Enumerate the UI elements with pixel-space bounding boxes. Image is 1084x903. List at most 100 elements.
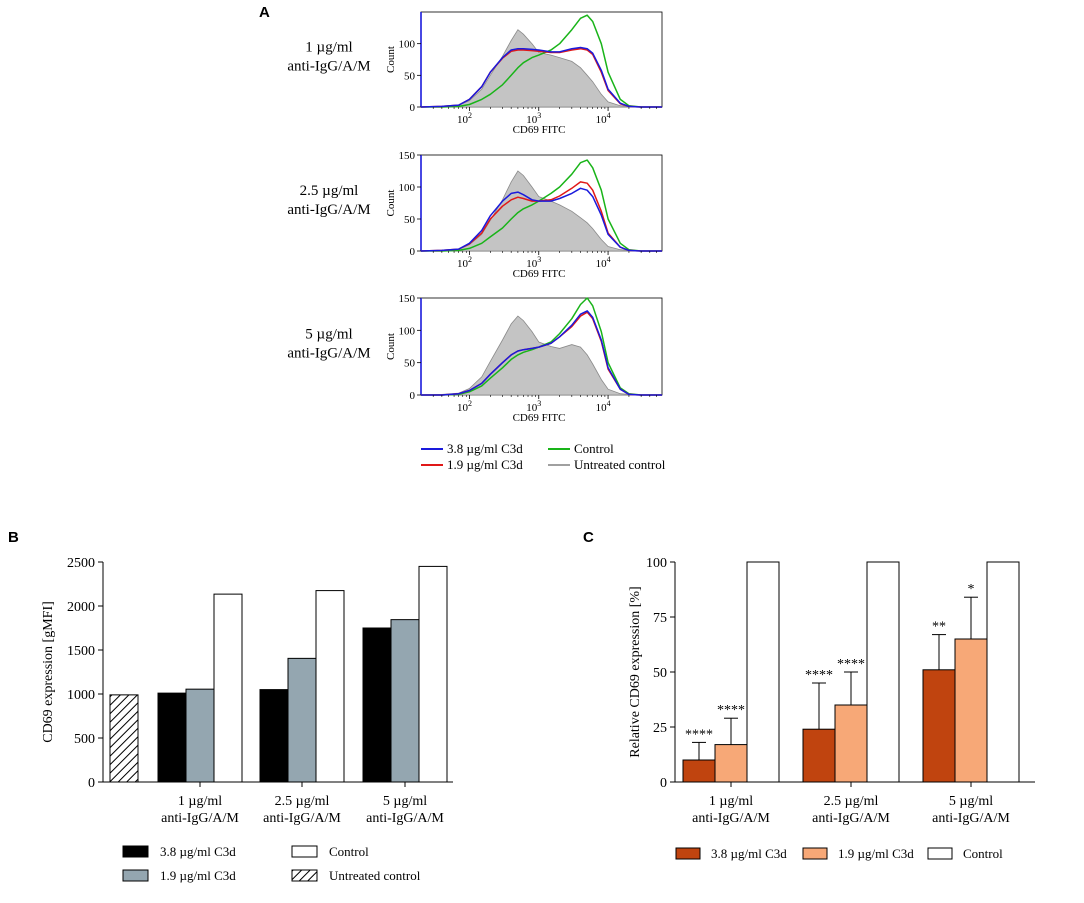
y-tick-label: 0 <box>410 246 416 258</box>
y-tick-label: 25 <box>653 721 667 736</box>
histogram-c3d-3-8 <box>420 187 662 252</box>
legend-label: 1.9 µg/ml C3d <box>838 846 914 861</box>
legend-label: Untreated control <box>329 868 421 883</box>
legend-swatch <box>122 845 149 858</box>
legend-label: Control <box>329 844 369 859</box>
significance-marker-c3d-3-8: ** <box>932 620 946 635</box>
y-axis-label: Count <box>385 333 397 360</box>
row-label-concentration: 1 µg/ml <box>305 40 352 56</box>
legend-label: 1.9 µg/ml C3d <box>447 457 523 472</box>
x-tick-label: 102 <box>457 399 472 414</box>
legend-label: 1.9 µg/ml C3d <box>160 868 236 883</box>
legend-swatch <box>291 869 318 882</box>
bar-c3d-3-8 <box>802 728 836 783</box>
y-tick-label: 100 <box>399 182 416 194</box>
group-label-stimulus: anti-IgG/A/M <box>366 811 444 826</box>
legend-swatch <box>927 847 953 860</box>
x-tick-label: 103 <box>526 255 541 270</box>
bar-c3d-3-8 <box>922 669 956 783</box>
x-axis-label: CD69 FITC <box>513 268 566 280</box>
y-tick-label: 1500 <box>67 644 95 659</box>
y-tick-label: 150 <box>399 150 416 162</box>
bar-control <box>213 593 243 783</box>
x-tick-label: 104 <box>596 255 611 270</box>
legend-swatch <box>675 847 701 860</box>
histogram-control <box>421 14 662 108</box>
panel-b-gmfi-bar-chart: 0 500 1000 1500 2000 2500 CD69 expression [gMF… <box>41 556 453 883</box>
bar-control <box>746 561 780 783</box>
y-tick-label: 50 <box>653 666 667 681</box>
row-label-concentration: 5 µg/ml <box>305 327 352 343</box>
y-tick-label: 2000 <box>67 600 95 615</box>
bar-c3d-1-9 <box>714 744 748 783</box>
significance-marker-c3d-1-9: **** <box>717 703 745 718</box>
histogram-control <box>421 159 662 252</box>
row-label-stimulus: anti-IgG/A/M <box>287 202 370 218</box>
y-tick-label: 0 <box>410 390 416 402</box>
panel-b-letter: B <box>8 529 19 546</box>
bar-c3d-3-8 <box>259 689 289 783</box>
y-tick-label: 0 <box>660 776 667 791</box>
y-tick-label: 100 <box>646 556 667 571</box>
x-tick-label: 104 <box>596 111 611 126</box>
bar-c3d-3-8 <box>157 692 187 783</box>
group-label-concentration: 1 µg/ml <box>178 794 222 809</box>
histogram-untreated-control <box>420 29 662 108</box>
y-tick-label: 50 <box>404 70 416 82</box>
row-label-concentration: 2.5 µg/ml <box>300 183 359 199</box>
y-tick-label: 0 <box>410 102 416 114</box>
y-tick-label: 75 <box>653 611 667 626</box>
histogram-c3d-3-8 <box>420 46 662 108</box>
x-tick-label: 102 <box>457 111 472 126</box>
row-label-stimulus: anti-IgG/A/M <box>287 59 370 75</box>
y-tick-label: 150 <box>399 293 416 305</box>
group-label-stimulus: anti-IgG/A/M <box>263 811 341 826</box>
x-axis-label: CD69 FITC <box>513 412 566 424</box>
y-axis-label: Count <box>385 190 397 217</box>
bar-control <box>866 561 900 783</box>
y-tick-label: 50 <box>404 214 416 226</box>
y-tick-label: 2500 <box>67 556 95 571</box>
legend-label: 3.8 µg/ml C3d <box>447 441 523 456</box>
y-axis-label: Count <box>385 46 397 73</box>
bar-c3d-1-9 <box>185 688 215 783</box>
legend-label: Control <box>963 846 1003 861</box>
bar-c3d-1-9 <box>834 704 868 783</box>
y-tick-label: 100 <box>399 325 416 337</box>
group-label-concentration: 2.5 µg/ml <box>275 794 330 809</box>
histogram-plot-3: 0 50 100 150 Count 102 103 104 CD69 FITC 5 µg/ml a… <box>287 293 663 424</box>
group-label-concentration: 2.5 µg/ml <box>824 794 879 809</box>
significance-marker-c3d-3-8: **** <box>805 668 833 683</box>
significance-marker-c3d-3-8: **** <box>685 727 713 742</box>
legend-swatch <box>802 847 828 860</box>
significance-marker-c3d-1-9: **** <box>837 657 865 672</box>
bar-c3d-3-8 <box>362 627 392 783</box>
legend-label: Untreated control <box>574 457 666 472</box>
x-tick-label: 103 <box>526 111 541 126</box>
y-tick-label: 50 <box>404 358 416 370</box>
bar-c3d-1-9 <box>287 657 317 783</box>
bar-c3d-3-8 <box>682 759 716 783</box>
bar-c3d-1-9 <box>954 638 988 783</box>
histogram-untreated-control <box>420 170 662 252</box>
bar-control <box>315 590 345 783</box>
x-tick-label: 102 <box>457 255 472 270</box>
row-label-stimulus: anti-IgG/A/M <box>287 346 370 362</box>
x-tick-label: 104 <box>596 399 611 414</box>
panel-a-letter: A <box>259 4 270 21</box>
histogram-plot-2: 0 50 100 150 Count 102 103 104 CD69 FITC 2.5 µg/m… <box>287 150 663 280</box>
bar-untreated-control <box>109 694 139 783</box>
bar-control <box>418 565 448 783</box>
histogram-untreated-control <box>420 315 662 396</box>
y-tick-label: 0 <box>88 776 95 791</box>
bar-control <box>986 561 1020 783</box>
y-axis-label: CD69 expression [gMFI] <box>41 601 56 743</box>
legend-label: 3.8 µg/ml C3d <box>160 844 236 859</box>
bar-c3d-1-9 <box>390 619 420 783</box>
x-tick-label: 103 <box>526 399 541 414</box>
legend-swatch <box>122 869 149 882</box>
